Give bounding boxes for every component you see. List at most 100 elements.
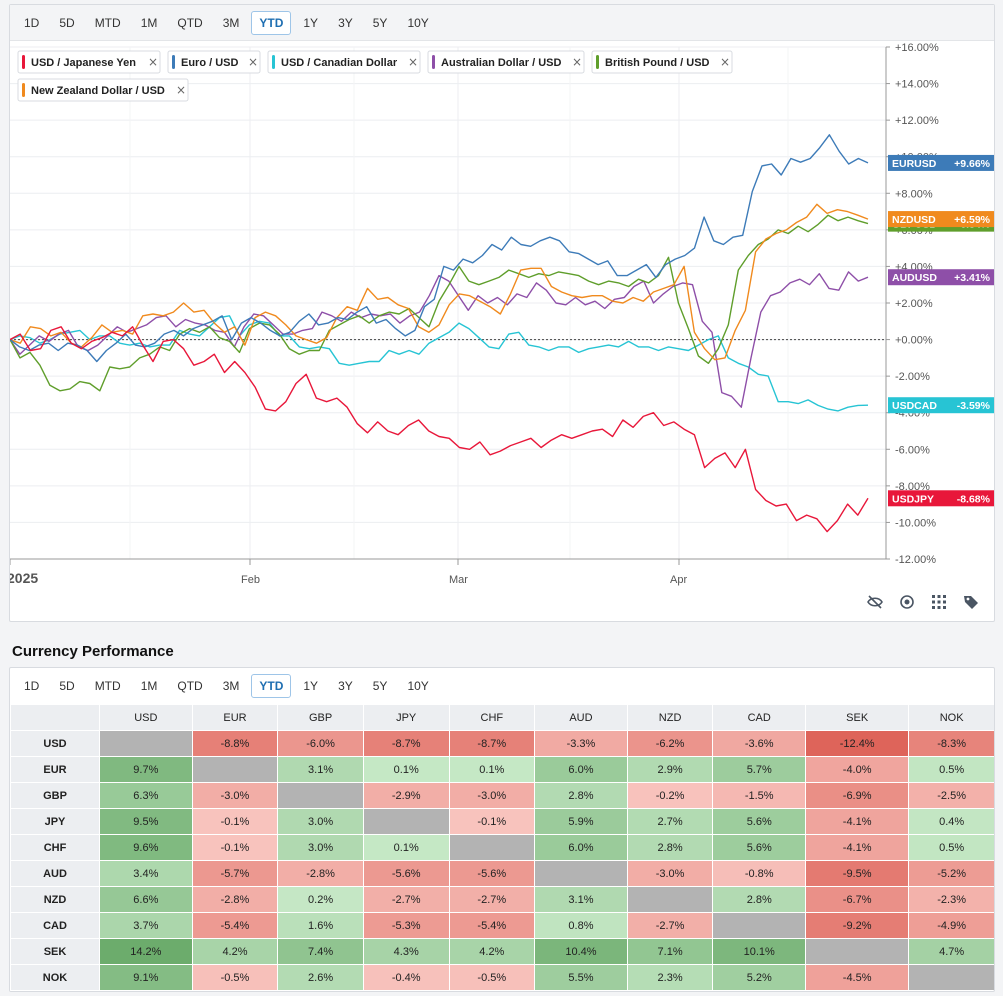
- hide-icon[interactable]: [866, 593, 884, 611]
- x-tick-label: Feb: [241, 574, 260, 586]
- legend-color-marker: [272, 55, 275, 69]
- plot-background: [10, 41, 994, 591]
- chart-range-3m[interactable]: 3M: [215, 11, 248, 35]
- grid-icon[interactable]: [930, 593, 948, 611]
- chart-range-1m[interactable]: 1M: [133, 11, 166, 35]
- table-cell: -0.2%: [626, 782, 714, 809]
- table-cell: 2.7%: [626, 808, 714, 835]
- table-cell: -0.4%: [362, 964, 450, 991]
- table-cell: 9.7%: [99, 756, 193, 783]
- legend-label: Euro / USD: [181, 57, 239, 69]
- table-cell: 10.4%: [534, 938, 628, 965]
- chart-range-3y[interactable]: 3Y: [330, 11, 361, 35]
- table-cell: 4.2%: [448, 938, 536, 965]
- close-icon[interactable]: ×: [408, 55, 418, 69]
- table-cell-empty: [99, 730, 193, 757]
- column-header-nzd: NZD: [626, 704, 714, 731]
- table-cell: 0.1%: [362, 834, 450, 861]
- table-cell-empty: [277, 782, 364, 809]
- table-row: NZD 6.6% -2.8% 0.2% -2.7% -2.7% 3.1% 2.8% -6.7% -…: [10, 886, 994, 913]
- perf-range-ytd[interactable]: YTD: [251, 674, 292, 698]
- chart-range-5y[interactable]: 5Y: [365, 11, 396, 35]
- close-icon[interactable]: ×: [720, 55, 730, 69]
- legend-chip[interactable]: USD / Japanese Yen ×: [17, 50, 161, 74]
- chart-range-1y[interactable]: 1Y: [295, 11, 326, 35]
- table-cell: 0.8%: [534, 912, 628, 939]
- line-chart[interactable]: +16.00%+14.00%+12.00%+10.00%+8.00%+6.00%…: [10, 41, 994, 591]
- value-badge-value: -3.59%: [957, 400, 991, 412]
- table-cell: 0.2%: [277, 886, 364, 913]
- value-badge-bg: [888, 211, 994, 228]
- perf-range-3m[interactable]: 3M: [215, 674, 248, 698]
- table-cell: 4.3%: [362, 938, 450, 965]
- table-row: NOK 9.1% -0.5% 2.6% -0.4% -0.5% 5.5% 2.3% 5.2% -4…: [10, 964, 994, 991]
- legend-chip[interactable]: USD / Canadian Dollar ×: [267, 50, 421, 74]
- series-line-nzdusd[interactable]: [10, 203, 869, 361]
- table-cell: -3.0%: [626, 860, 714, 887]
- table-cell: 2.8%: [626, 834, 714, 861]
- table-cell: 3.7%: [99, 912, 193, 939]
- column-header-gbp: GBP: [277, 704, 364, 731]
- series-line-audusd[interactable]: [10, 271, 869, 408]
- column-header-chf: CHF: [448, 704, 536, 731]
- perf-range-qtd[interactable]: QTD: [169, 674, 210, 698]
- series-line-usdcad[interactable]: [10, 315, 869, 412]
- legend-chip[interactable]: British Pound / USD ×: [591, 50, 733, 74]
- value-badge-bg: [888, 269, 994, 286]
- table-cell: 10.1%: [712, 938, 807, 965]
- perf-range-mtd[interactable]: MTD: [87, 674, 129, 698]
- y-tick-label: +2.00%: [895, 298, 933, 310]
- series-line-eurusd[interactable]: [10, 134, 869, 363]
- table-cell: 14.2%: [99, 938, 193, 965]
- value-badge-value: +9.66%: [954, 158, 991, 170]
- legend-chip-bg: [167, 50, 261, 74]
- legend-label: New Zealand Dollar / USD: [31, 85, 165, 97]
- perf-range-3y[interactable]: 3Y: [330, 674, 361, 698]
- close-icon[interactable]: ×: [248, 55, 258, 69]
- table-cell: 0.5%: [908, 834, 994, 861]
- perf-range-1y[interactable]: 1Y: [295, 674, 326, 698]
- y-tick-label: -2.00%: [895, 371, 930, 383]
- table-cell: 5.6%: [712, 808, 807, 835]
- legend-color-marker: [22, 83, 25, 97]
- table-cell: 9.5%: [99, 808, 193, 835]
- table-corner: [10, 704, 100, 731]
- legend-chip[interactable]: Euro / USD ×: [167, 50, 261, 74]
- chart-range-10y[interactable]: 10Y: [399, 11, 436, 35]
- perf-range-5y[interactable]: 5Y: [365, 674, 396, 698]
- close-icon[interactable]: ×: [176, 83, 186, 97]
- tag-icon[interactable]: [962, 593, 980, 611]
- column-header-jpy: JPY: [362, 704, 450, 731]
- series-line-usdjpy[interactable]: [10, 326, 869, 533]
- chart-range-ytd[interactable]: YTD: [251, 11, 292, 35]
- table-cell: -0.8%: [712, 860, 807, 887]
- chart-range-qtd[interactable]: QTD: [169, 11, 210, 35]
- table-cell: -8.3%: [908, 730, 994, 757]
- table-cell: 2.8%: [534, 782, 628, 809]
- table-cell-empty: [362, 808, 450, 835]
- close-icon[interactable]: ×: [572, 55, 582, 69]
- legend-chip[interactable]: New Zealand Dollar / USD ×: [17, 78, 189, 102]
- column-header-cad: CAD: [712, 704, 807, 731]
- legend-chip[interactable]: Australian Dollar / USD ×: [427, 50, 585, 74]
- table-cell: 3.4%: [99, 860, 193, 887]
- series-line-gbpusd[interactable]: [10, 214, 869, 392]
- table-cell: -4.0%: [805, 756, 910, 783]
- chart-range-1d[interactable]: 1D: [16, 11, 47, 35]
- perf-range-5d[interactable]: 5D: [51, 674, 82, 698]
- chart-range-5d[interactable]: 5D: [51, 11, 82, 35]
- value-badge-name: USDCAD: [892, 400, 937, 412]
- chart-range-mtd[interactable]: MTD: [87, 11, 129, 35]
- table-cell: -2.7%: [448, 886, 536, 913]
- table-row: JPY 9.5% -0.1% 3.0% -0.1% 5.9% 2.7% 5.6% -4.1% 0.…: [10, 808, 994, 835]
- row-header-nzd: NZD: [10, 886, 100, 913]
- close-icon[interactable]: ×: [148, 55, 158, 69]
- legend-color-marker: [596, 55, 599, 69]
- perf-range-10y[interactable]: 10Y: [399, 674, 436, 698]
- perf-range-1m[interactable]: 1M: [133, 674, 166, 698]
- reset-zoom-icon[interactable]: [898, 593, 916, 611]
- table-cell: 2.3%: [626, 964, 714, 991]
- value-badge-bg: [888, 490, 994, 507]
- column-header-eur: EUR: [191, 704, 279, 731]
- perf-range-1d[interactable]: 1D: [16, 674, 47, 698]
